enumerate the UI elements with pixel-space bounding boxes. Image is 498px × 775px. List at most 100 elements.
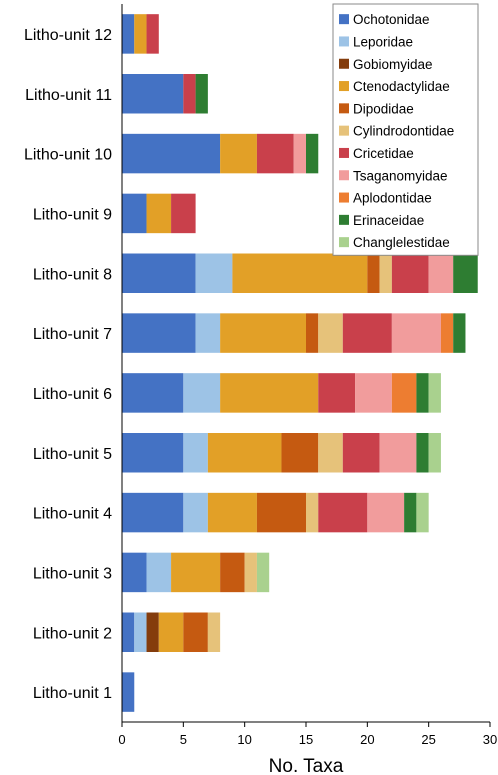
category-label: Litho-unit 11 — [25, 87, 112, 104]
bar-segment-tsaganomyidae-5 — [428, 253, 454, 293]
legend-label: Leporidae — [353, 34, 413, 49]
bar-segment-cricetidae-4 — [171, 193, 196, 234]
legend: Ochotonidae Leporidae Gobiomyidae Ctenodact… — [332, 3, 479, 256]
bar-segment-leporidae-10 — [146, 552, 172, 593]
bar-segment-ctenodactylidae-1 — [134, 14, 147, 54]
category-label: Litho-unit 6 — [33, 386, 112, 403]
legend-swatch — [339, 103, 349, 114]
bar-segment-cricetidae-1 — [146, 14, 159, 54]
category-label: Litho-unit 1 — [33, 685, 112, 702]
bar-segment-ochotonidae-2 — [122, 74, 184, 114]
bar-segment-cricetidae-3 — [256, 133, 294, 174]
category-label: Litho-unit 5 — [33, 446, 112, 463]
category-label: Litho-unit 7 — [33, 326, 112, 343]
bar-segment-erinaceidae-3 — [306, 133, 319, 174]
legend-label: Dipodidae — [353, 101, 414, 116]
bar-segment-erinaceidae-6 — [453, 313, 466, 353]
x-axis-title: No. Taxa — [269, 756, 344, 775]
bar-segment-dipodidae-6 — [306, 313, 319, 353]
bar-segment-dipodidae-11 — [183, 612, 208, 652]
bar-segment-leporidae-7 — [183, 373, 221, 413]
bar-segment-ochotonidae-8 — [122, 433, 184, 473]
bar-segment-cylindrodontidae-10 — [244, 552, 257, 593]
bar-segment-cylindrodontidae-11 — [207, 612, 221, 652]
legend-label: Cricetidae — [353, 146, 414, 161]
axes-layer — [121, 4, 491, 727]
legend-label: Tsaganomyidae — [353, 168, 448, 183]
bar-segment-cricetidae-5 — [391, 253, 429, 293]
bar-segment-erinaceidae-7 — [416, 373, 429, 413]
category-label: Litho-unit 9 — [33, 206, 112, 223]
category-label: Litho-unit 10 — [24, 147, 112, 164]
legend-swatch — [339, 36, 349, 47]
bar-segment-ochotonidae-7 — [122, 373, 184, 413]
legend-label: Gobiomyidae — [353, 57, 433, 72]
legend-label: Cylindrodontidae — [353, 124, 454, 139]
bar-segment-leporidae-6 — [195, 313, 221, 353]
bar-segment-tsaganomyidae-9 — [367, 492, 405, 533]
x-tick-label: 20 — [360, 732, 374, 747]
x-tick-label: 15 — [299, 732, 313, 747]
bar-segment-cylindrodontidae-8 — [318, 433, 343, 473]
bar-segment-dipodidae-10 — [220, 552, 245, 593]
bar-segment-ochotonidae-10 — [122, 552, 147, 593]
legend-swatch — [339, 170, 349, 181]
bar-segment-ctenodactylidae-6 — [220, 313, 306, 353]
bar-segment-tsaganomyidae-3 — [293, 133, 306, 174]
bar-segment-aplodontidae-7 — [391, 373, 417, 413]
category-label: Litho-unit 2 — [33, 625, 112, 642]
bar-segment-leporidae-9 — [183, 492, 208, 533]
legend-swatch — [339, 192, 349, 203]
x-tick-label: 10 — [237, 732, 251, 747]
x-tick-label: 25 — [421, 732, 435, 747]
bar-segment-erinaceidae-9 — [404, 492, 417, 533]
bar-segment-dipodidae-8 — [281, 433, 319, 473]
bar-segment-ctenodactylidae-11 — [158, 612, 184, 652]
legend-swatch — [339, 81, 349, 92]
bar-segment-changlelestidae-8 — [428, 433, 441, 473]
bar-segment-cricetidae-7 — [318, 373, 356, 413]
x-tick-label: 5 — [180, 732, 187, 747]
legend-label: Changlelestidae — [353, 235, 450, 250]
bar-segment-ochotonidae-1 — [122, 14, 135, 54]
bar-segment-cylindrodontidae-5 — [379, 253, 392, 293]
category-label: Litho-unit 4 — [33, 506, 112, 523]
x-tick-label: 0 — [118, 732, 125, 747]
bar-segment-dipodidae-5 — [367, 253, 380, 293]
bar-segment-cricetidae-8 — [342, 433, 380, 473]
bar-segment-tsaganomyidae-7 — [355, 373, 392, 413]
legend-label: Aplodontidae — [353, 191, 432, 206]
bar-segment-ctenodactylidae-8 — [207, 433, 282, 473]
bar-segment-tsaganomyidae-6 — [391, 313, 441, 353]
bar-segment-leporidae-11 — [134, 612, 147, 652]
bar-segment-cylindrodontidae-6 — [318, 313, 343, 353]
bar-segment-ochotonidae-9 — [122, 492, 184, 533]
bar-segment-erinaceidae-8 — [416, 433, 429, 473]
bar-segment-ctenodactylidae-4 — [146, 193, 172, 234]
legend-box — [332, 3, 479, 256]
bar-segment-aplodontidae-6 — [440, 313, 454, 353]
category-label: Litho-unit 3 — [33, 565, 112, 582]
legend-label: Ochotonidae — [353, 12, 430, 27]
bar-segment-gobiomyidae-11 — [146, 612, 159, 652]
bar-segment-tsaganomyidae-8 — [379, 433, 417, 473]
bar-segment-changlelestidae-7 — [428, 373, 441, 413]
bar-segment-ctenodactylidae-9 — [207, 492, 257, 533]
category-label: Litho-unit 12 — [24, 27, 112, 44]
bar-segment-cylindrodontidae-9 — [306, 492, 319, 533]
bar-segment-leporidae-5 — [195, 253, 233, 293]
legend-label: Erinaceidae — [353, 213, 424, 228]
bar-segment-ochotonidae-3 — [122, 133, 221, 174]
bar-segment-ochotonidae-11 — [122, 612, 135, 652]
bar-segment-erinaceidae-5 — [453, 253, 478, 293]
x-tick-labels: 0 5 10 15 20 25 30 — [118, 732, 497, 747]
bar-segment-erinaceidae-2 — [195, 74, 208, 114]
legend-label: Ctenodactylidae — [353, 79, 450, 94]
bar-segment-cricetidae-6 — [342, 313, 392, 353]
bar-segment-ctenodactylidae-3 — [220, 133, 257, 174]
bar-segment-changlelestidae-10 — [256, 552, 270, 593]
category-labels: Litho-unit 12 Litho-unit 11 Litho-unit 10 L… — [24, 27, 112, 702]
bar-segment-dipodidae-9 — [256, 492, 306, 533]
bars-layer — [122, 14, 478, 712]
